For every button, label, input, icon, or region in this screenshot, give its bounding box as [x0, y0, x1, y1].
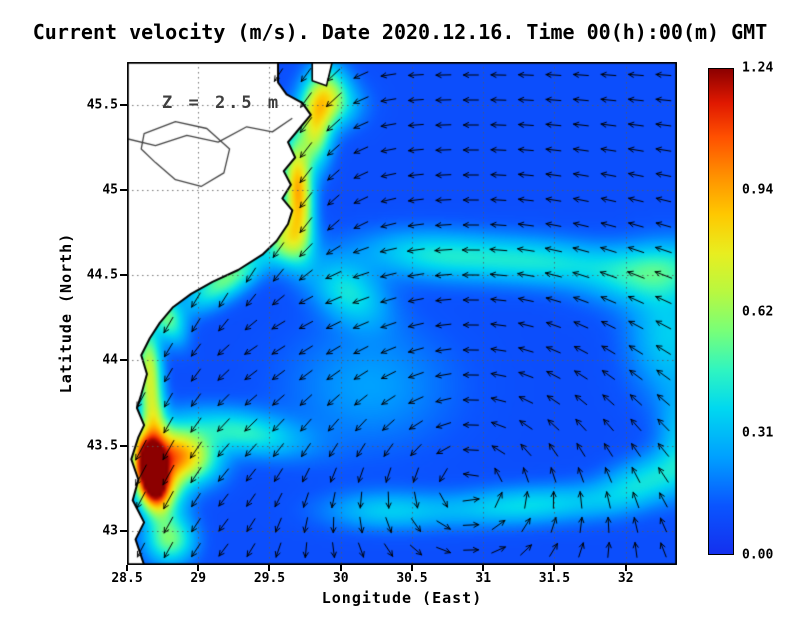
y-tick-mark — [120, 103, 127, 106]
x-tick-label: 30.5 — [396, 571, 428, 586]
x-tick-mark — [126, 565, 128, 571]
chart-title: Current velocity (m/s). Date 2020.12.16.… — [32, 20, 768, 44]
x-tick-label: 29 — [190, 571, 207, 586]
y-tick-label: 45 — [102, 182, 118, 198]
velocity-field-canvas — [127, 62, 677, 565]
y-tick-label: 43 — [102, 523, 118, 539]
y-tick-label: 43.5 — [86, 438, 118, 454]
colorbar-tick-label: 0.62 — [742, 304, 774, 319]
y-axis-label: Latitude (North) — [57, 232, 75, 394]
y-tick-label: 44.5 — [86, 267, 118, 283]
y-tick-mark — [120, 444, 127, 447]
x-tick-label: 30 — [332, 571, 349, 586]
y-tick-mark — [120, 188, 127, 191]
x-tick-label: 31 — [475, 571, 492, 586]
x-axis-label: Longitude (East) — [321, 589, 483, 607]
y-tick-label: 45.5 — [86, 97, 118, 113]
x-tick-mark — [482, 565, 485, 571]
y-tick-mark — [120, 274, 127, 277]
x-tick-mark — [339, 565, 342, 571]
colorbar-tick-label: 0.00 — [742, 547, 774, 563]
y-tick-mark — [120, 529, 127, 532]
y-tick-mark — [120, 359, 127, 362]
colorbar-tick-label: 1.24 — [742, 60, 774, 76]
x-tick-mark — [410, 565, 413, 571]
colorbar-tick-label: 0.31 — [742, 425, 774, 441]
x-tick-mark — [553, 565, 556, 571]
x-tick-label: 31.5 — [538, 571, 571, 586]
x-tick-mark — [197, 565, 200, 571]
x-tick-label: 29.5 — [253, 571, 286, 586]
x-tick-label: 32 — [617, 571, 634, 586]
colorbar — [708, 68, 734, 555]
depth-annotation: Z = 2.5 m — [162, 93, 282, 113]
y-tick-label: 44 — [102, 352, 118, 368]
x-tick-label: 28.5 — [111, 571, 143, 586]
x-tick-mark — [268, 565, 271, 571]
x-tick-mark — [624, 565, 627, 571]
colorbar-tick-label: 0.94 — [742, 182, 774, 198]
